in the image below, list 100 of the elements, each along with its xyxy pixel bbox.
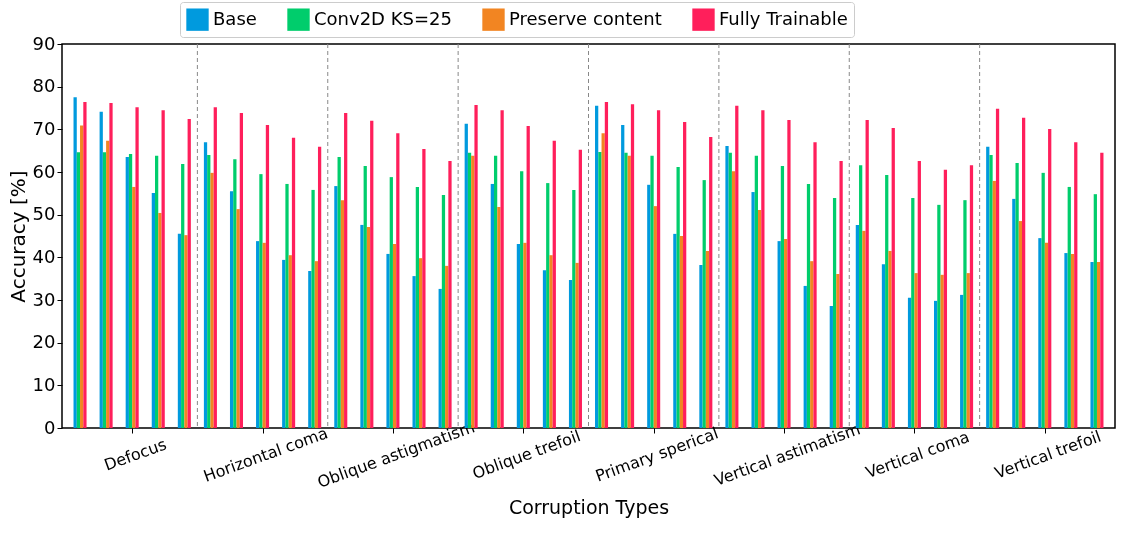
bar (523, 242, 527, 428)
bar (259, 174, 263, 428)
bar (262, 242, 266, 428)
bar (784, 238, 788, 428)
bar (702, 180, 706, 428)
bar (989, 154, 993, 428)
bar (285, 183, 289, 428)
bar (885, 174, 889, 428)
bar (891, 128, 895, 428)
bar (647, 184, 651, 428)
y-tick-label: 60 (32, 160, 56, 182)
bar (960, 294, 964, 428)
bar (177, 233, 182, 428)
bar (907, 297, 912, 428)
bar (777, 241, 781, 428)
bar (526, 125, 530, 428)
y-tick-label: 40 (32, 245, 56, 267)
bar (1041, 172, 1045, 428)
bar (265, 125, 270, 428)
bar (370, 120, 374, 428)
bar (493, 155, 498, 428)
bar (754, 155, 758, 428)
bar (751, 192, 755, 428)
bar (1018, 221, 1022, 428)
bar (829, 305, 833, 428)
bar (969, 165, 974, 428)
bar (937, 204, 941, 428)
bar (158, 212, 162, 428)
x-axis-title: Corruption Types (508, 495, 670, 518)
bar (314, 261, 318, 428)
bar (363, 166, 367, 428)
bar (233, 159, 237, 428)
bar (859, 165, 863, 428)
bar (986, 146, 990, 428)
bar (187, 119, 191, 428)
bar (725, 145, 729, 428)
bar (490, 183, 494, 428)
bar (334, 186, 338, 428)
bar (568, 279, 573, 428)
bar (80, 125, 84, 428)
bar (542, 270, 547, 428)
bar (865, 119, 869, 428)
bar (256, 241, 260, 428)
bar (757, 209, 762, 428)
y-tick-label: 80 (32, 75, 56, 97)
bar (1012, 198, 1016, 428)
bar (213, 107, 217, 428)
bar (207, 154, 211, 428)
bar (813, 142, 817, 428)
bar (99, 111, 103, 428)
bar (940, 274, 944, 428)
bar (474, 105, 478, 428)
bar (995, 108, 1000, 428)
y-tick-label: 30 (32, 288, 56, 310)
bar (161, 110, 165, 428)
bar (552, 140, 556, 428)
bar (184, 235, 188, 428)
bar (73, 97, 77, 428)
y-axis-title: Accuracy [%] (5, 170, 30, 303)
bar (787, 119, 791, 428)
bar (992, 180, 996, 428)
bar (888, 250, 892, 428)
bar (1064, 253, 1068, 428)
y-tick-label: 50 (32, 203, 56, 225)
bar (572, 189, 576, 428)
bar (598, 151, 602, 428)
bar (780, 166, 785, 428)
bar (914, 273, 918, 428)
bar (699, 265, 703, 428)
bar (832, 198, 837, 428)
bar (839, 160, 843, 428)
bar (836, 273, 840, 428)
bar (933, 300, 938, 428)
bar (653, 206, 657, 428)
legend-label: Conv2D KS=25 (314, 7, 452, 29)
legend-label: Preserve content (509, 7, 662, 29)
bar (911, 198, 915, 428)
bar (1093, 194, 1097, 428)
bar (282, 259, 286, 428)
bar (76, 152, 81, 428)
bar (1090, 262, 1094, 428)
bar (1022, 117, 1026, 428)
bar (102, 152, 107, 428)
bar (601, 133, 605, 428)
bar (549, 255, 553, 428)
bar (109, 102, 113, 428)
y-tick-label: 10 (32, 373, 56, 395)
bar (679, 236, 684, 428)
bar (360, 224, 364, 428)
bar (203, 142, 208, 428)
bar (604, 102, 609, 428)
bar (1074, 142, 1078, 428)
y-tick-label: 90 (32, 32, 56, 54)
bar (125, 157, 129, 428)
bar (676, 166, 680, 428)
y-tick-label: 0 (44, 416, 56, 438)
bar (1044, 242, 1049, 428)
bar (630, 104, 635, 428)
legend-label: Base (213, 7, 257, 29)
bar (155, 155, 159, 428)
